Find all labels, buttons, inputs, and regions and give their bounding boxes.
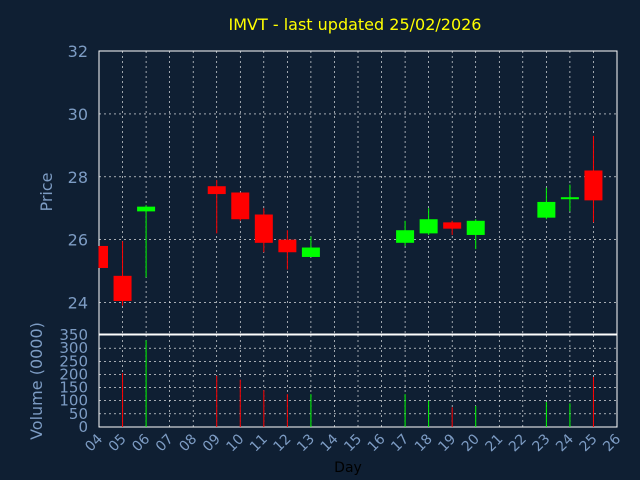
volume-axis-label: Volume (0000) bbox=[27, 322, 46, 440]
volume-y-tick-label: 50 bbox=[69, 405, 88, 423]
candle-body bbox=[278, 239, 297, 253]
candle-body bbox=[231, 192, 250, 220]
candle-body bbox=[396, 230, 415, 243]
candle-body bbox=[137, 206, 156, 212]
price-y-tick-label: 28 bbox=[68, 168, 88, 187]
volume-y-tick-label: 300 bbox=[59, 339, 88, 357]
candle-body bbox=[99, 245, 108, 268]
x-axis-label: Day bbox=[334, 460, 362, 476]
volume-y-tick-label: 250 bbox=[59, 352, 88, 370]
candle-body bbox=[254, 214, 273, 243]
volume-y-tick-label: 200 bbox=[59, 365, 88, 383]
candle-body bbox=[301, 247, 320, 257]
volume-bars bbox=[122, 340, 594, 427]
volume-y-tick-label: 350 bbox=[59, 326, 88, 344]
price-y-tick-label: 26 bbox=[68, 231, 88, 250]
price-y-tick-label: 30 bbox=[68, 105, 88, 124]
candle-body bbox=[113, 275, 132, 301]
price-y-tick-label: 32 bbox=[68, 42, 88, 61]
volume-y-tick-label: 150 bbox=[59, 379, 88, 397]
price-candles bbox=[98, 135, 603, 306]
candle-body bbox=[584, 170, 603, 201]
price-axis-label: Price bbox=[37, 172, 56, 211]
volume-plot-frame bbox=[98, 334, 618, 428]
x-tick-labels: 04 05 06 07 08 09 10 11 12 13 14 15 16 17 18 19 20 21 22 23… bbox=[82, 431, 624, 455]
price-plot-frame bbox=[98, 50, 618, 335]
candle-body bbox=[560, 197, 579, 200]
candle-body bbox=[466, 220, 485, 235]
volume-y-tick-label: 100 bbox=[59, 392, 88, 410]
volume-y-tick-label: 0 bbox=[78, 418, 88, 436]
price-y-tick-label: 24 bbox=[68, 294, 88, 313]
candle-body bbox=[207, 186, 226, 195]
candle-body bbox=[443, 222, 462, 229]
chart-title: IMVT - last updated 25/02/2026 bbox=[229, 15, 482, 34]
candle-body bbox=[419, 219, 438, 234]
candle-body bbox=[537, 201, 556, 218]
price-y-tick-labels: 24 26 28 30 32 bbox=[68, 42, 88, 313]
